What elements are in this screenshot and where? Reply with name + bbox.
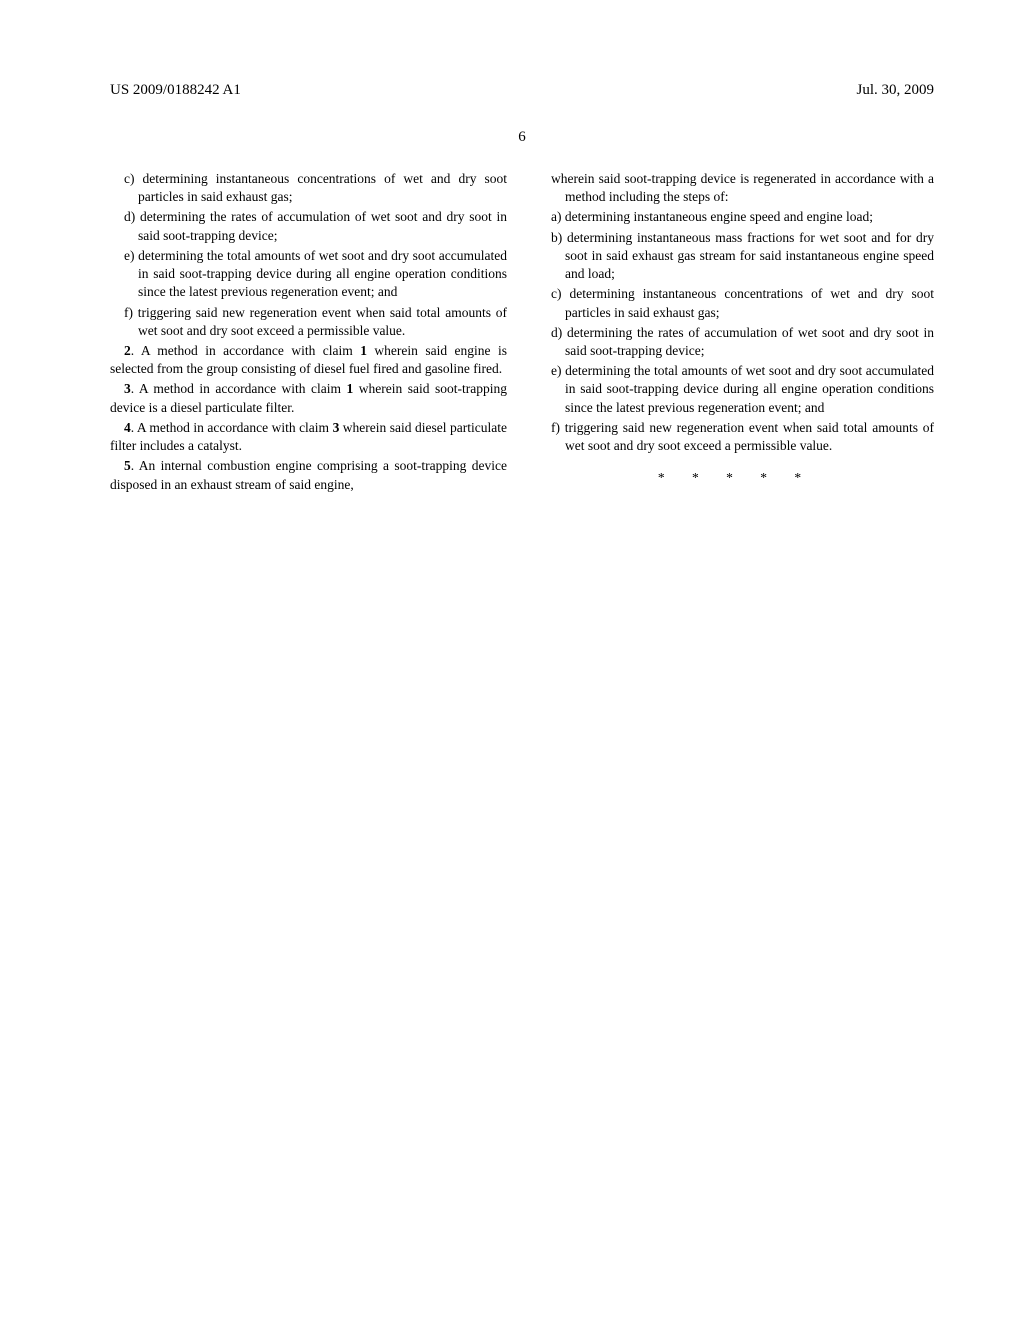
- claim1-step-c: c) determining instantaneous concentrati…: [110, 170, 507, 206]
- claim-3-body: . A method in accordance with claim: [131, 381, 347, 396]
- publication-date: Jul. 30, 2009: [856, 82, 934, 99]
- claim-3: 3. A method in accordance with claim 1 w…: [110, 380, 507, 416]
- claim-2-ref: 1: [360, 343, 367, 358]
- body-columns: c) determining instantaneous concentrati…: [110, 170, 934, 496]
- publication-number: US 2009/0188242 A1: [110, 82, 241, 99]
- claim1-step-e: e) determining the total amounts of wet …: [110, 247, 507, 302]
- claim5-step-a: a) determining instantaneous engine spee…: [537, 208, 934, 226]
- page-number: 6: [110, 129, 934, 146]
- end-mark: * * * * *: [537, 469, 934, 487]
- claim5-step-e: e) determining the total amounts of wet …: [537, 362, 934, 417]
- claim-4: 4. A method in accordance with claim 3 w…: [110, 419, 507, 455]
- claim-number-5: 5: [124, 458, 131, 473]
- claim1-step-d: d) determining the rates of accumulation…: [110, 208, 507, 244]
- claim-number-2: 2: [124, 343, 131, 358]
- claim-2-body: . A method in accordance with claim: [131, 343, 360, 358]
- claim-number-4: 4: [124, 420, 131, 435]
- claim-number-3: 3: [124, 381, 131, 396]
- page-header: US 2009/0188242 A1 Jul. 30, 2009: [110, 82, 934, 99]
- claim-5: 5. An internal combustion engine compris…: [110, 457, 507, 493]
- claim5-step-d: d) determining the rates of accumulation…: [537, 324, 934, 360]
- claim5-step-c: c) determining instantaneous concentrati…: [537, 285, 934, 321]
- claim5-step-f: f) triggering said new regeneration even…: [537, 419, 934, 455]
- page-container: US 2009/0188242 A1 Jul. 30, 2009 6 c) de…: [0, 0, 1024, 1320]
- claim-4-body: . A method in accordance with claim: [131, 420, 333, 435]
- claim-5-body: . An internal combustion engine comprisi…: [110, 458, 507, 491]
- claim1-step-f: f) triggering said new regeneration even…: [110, 304, 507, 340]
- claim5-intro: wherein said soot-trapping device is reg…: [537, 170, 934, 206]
- claim5-step-b: b) determining instantaneous mass fracti…: [537, 229, 934, 284]
- claim-2: 2. A method in accordance with claim 1 w…: [110, 342, 507, 378]
